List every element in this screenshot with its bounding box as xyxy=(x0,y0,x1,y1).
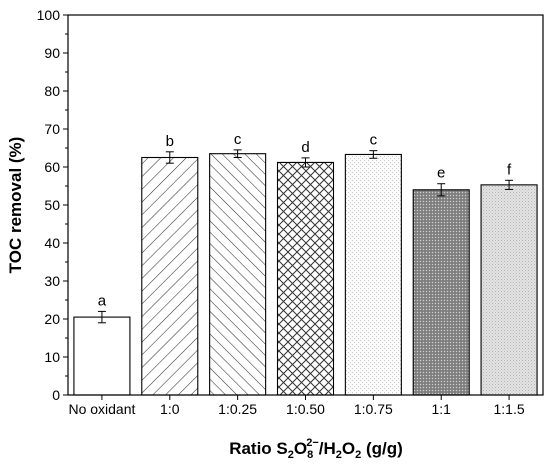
error-bar-7 xyxy=(505,179,514,190)
y-tick-label-20: 20 xyxy=(44,311,60,327)
axis-layer: No oxidant 1:0 1:0.25 1:0.50 1:0.75 1:1 1:1.5 0… xyxy=(37,7,544,417)
x-tick-label-2: 1:0 xyxy=(160,401,180,417)
bar-5 xyxy=(344,153,402,396)
y-tick-label-0: 0 xyxy=(52,387,60,403)
significance-label-6: e xyxy=(437,165,445,182)
y-tick-label-90: 90 xyxy=(44,45,60,61)
y-tick-label-70: 70 xyxy=(44,121,60,137)
significance-label-2: b xyxy=(166,133,174,150)
y-tick-label-80: 80 xyxy=(44,83,60,99)
error-bar-3 xyxy=(233,149,242,158)
y-tick-label-100: 100 xyxy=(37,7,61,23)
x-tick-label-5: 1:0.75 xyxy=(354,401,393,417)
y-tick-label-30: 30 xyxy=(44,273,60,289)
y-axis-title: TOC removal (%) xyxy=(6,137,25,274)
x-tick-label-6: 1:1 xyxy=(431,401,451,417)
significance-label-7: f xyxy=(507,161,512,178)
error-bar-6 xyxy=(437,183,446,197)
x-axis-title: Ratio S2O82−/H2O2 (g/g) xyxy=(229,437,403,461)
error-bar-5 xyxy=(369,150,378,159)
bar-6 xyxy=(412,189,470,396)
error-bar-2 xyxy=(165,151,174,164)
x-tick-label-1: No oxidant xyxy=(68,401,135,417)
bar-3 xyxy=(209,153,267,396)
significance-label-1: a xyxy=(98,292,107,309)
y-tick-label-60: 60 xyxy=(44,159,60,175)
significance-label-4: d xyxy=(301,139,309,156)
significance-label-5: c xyxy=(370,132,378,149)
y-tick-label-40: 40 xyxy=(44,235,60,251)
error-bar-1 xyxy=(97,310,106,324)
x-tick-label-3: 1:0.25 xyxy=(218,401,257,417)
y-tick-label-50: 50 xyxy=(44,197,60,213)
y-tick-label-10: 10 xyxy=(44,349,60,365)
bars-layer: a b c d c e f xyxy=(73,131,538,396)
bar-1 xyxy=(73,316,131,396)
x-tick-label-7: 1:1.5 xyxy=(494,401,525,417)
significance-label-3: c xyxy=(234,131,242,148)
error-bar-4 xyxy=(301,157,310,168)
bar-4 xyxy=(276,161,335,396)
x-tick-label-4: 1:0.50 xyxy=(286,401,325,417)
bar-2 xyxy=(141,156,199,396)
bar-7 xyxy=(480,184,538,396)
